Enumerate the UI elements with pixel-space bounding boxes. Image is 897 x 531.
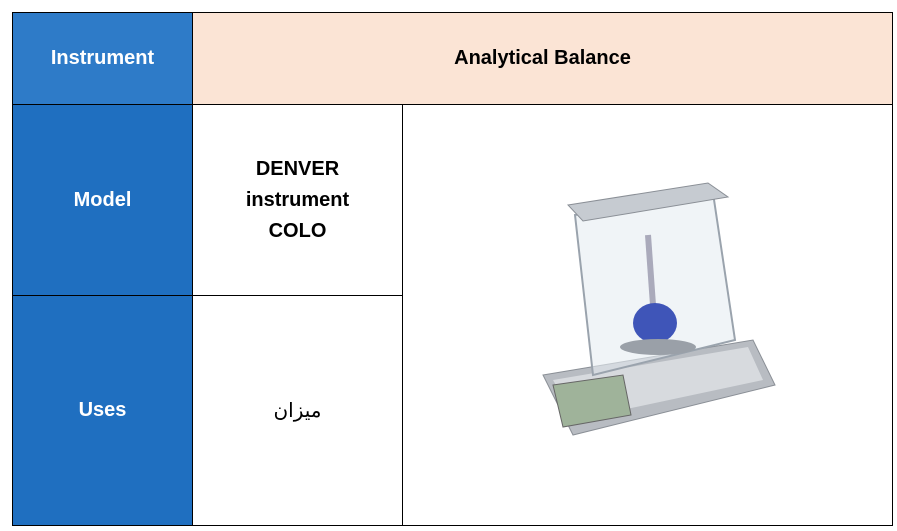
header-title: Analytical Balance bbox=[454, 47, 631, 69]
row-label-cell: Uses bbox=[12, 295, 193, 526]
enclosure-top bbox=[566, 182, 729, 222]
balance-display bbox=[551, 374, 632, 428]
uses-text: ميزان bbox=[273, 400, 322, 422]
header-label: Instrument bbox=[50, 47, 155, 69]
header-cell: Analytical Balance bbox=[192, 12, 893, 105]
model-line: instrument bbox=[245, 188, 350, 211]
balance-image bbox=[541, 182, 776, 436]
model-cell: DENVER instrument COLO bbox=[192, 104, 403, 296]
uses-cell: ميزان bbox=[192, 295, 403, 526]
image-cell bbox=[402, 104, 893, 526]
weighing-pan bbox=[619, 339, 696, 355]
model-line: COLO bbox=[268, 219, 327, 242]
flask-bulb bbox=[632, 303, 677, 343]
row-label-cell: Model bbox=[12, 104, 193, 296]
row-label: Model bbox=[73, 188, 132, 211]
flask-neck bbox=[644, 234, 656, 306]
model-line: DENVER bbox=[255, 157, 340, 180]
row-label: Uses bbox=[78, 399, 127, 421]
header-cell: Instrument bbox=[12, 12, 193, 105]
